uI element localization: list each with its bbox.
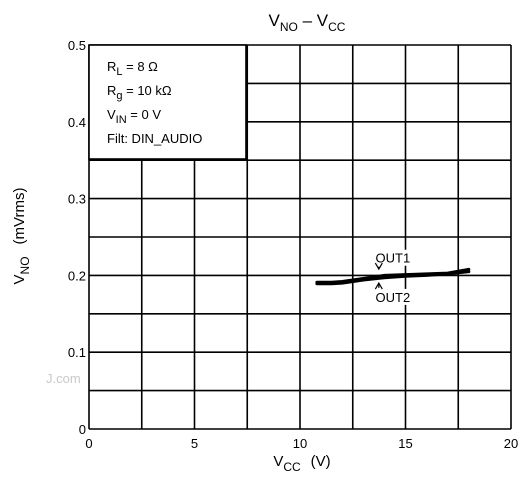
series-line-out2 [315,270,471,286]
x-tick-label: 10 [293,436,307,451]
legend-box [88,44,247,160]
annotation-bg [369,249,416,266]
tick-labels: 0 5 10 15 20 0 0.1 0.2 0.3 0.4 0.5 [68,38,518,451]
annotation-bg [369,288,416,305]
annotation-arrowhead [374,281,383,290]
annotation-out1: OUT1 [376,251,411,266]
x-tick-label: 20 [504,436,518,451]
x-tick-label: 5 [191,436,198,451]
legend-condition: Filt: DIN_AUDIO [107,131,202,146]
x-axis-label: VCC (V) [273,453,330,474]
x-tick-label: 15 [398,436,412,451]
series-layer [315,267,471,286]
y-tick-label: 0.1 [68,345,86,360]
legend-condition: RL = 8 Ω [107,59,158,78]
y-tick-label: 0.5 [68,38,86,53]
legend: RL = 8 Ω Rg = 10 kΩ VIN = 0 V Filt: DIN_AUD… [107,59,202,146]
legend-condition: VIN = 0 V [107,107,161,126]
chart-title: VNO – VCC [269,11,346,34]
y-axis-label: VNO(mVrms) [11,188,32,285]
y-tick-label: 0.2 [68,268,86,283]
legend-condition: Rg = 10 kΩ [107,83,172,102]
annotations: OUT1 OUT2 [369,249,416,305]
annotation-out2: OUT2 [376,290,411,305]
y-tick-label: 0.4 [68,115,86,130]
y-tick-label: 0 [79,422,86,437]
annotation-arrowhead [374,262,383,271]
y-tick-label: 0.3 [68,192,86,207]
x-tick-label: 0 [85,436,92,451]
watermark: J.com [46,371,81,386]
